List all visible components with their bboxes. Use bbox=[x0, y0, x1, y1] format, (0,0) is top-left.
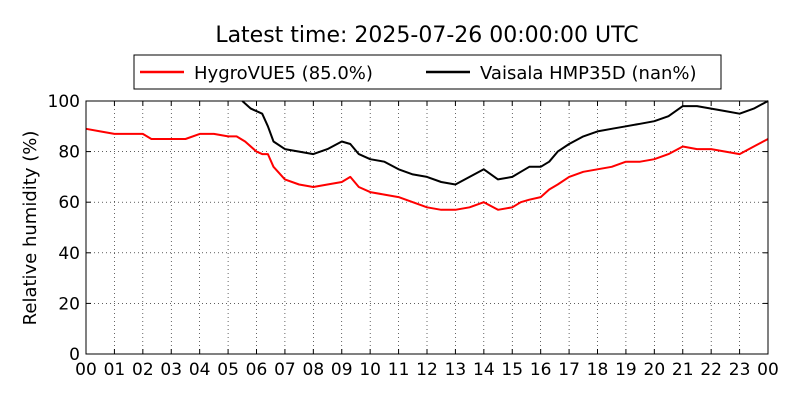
x-axis-tick-labels: 00 01 02 03 04 05 06 07 08 09 10 11 12 13 14 15 16 17 18 19… bbox=[75, 360, 779, 380]
series-line-hygrovue5 bbox=[85, 127, 769, 211]
legend-label-hygrovue5: HygroVUE5 (85.0%) bbox=[194, 63, 373, 84]
x-tick-label: 10 bbox=[359, 360, 381, 380]
x-tick-label: 23 bbox=[729, 360, 751, 380]
y-tick-label: 60 bbox=[58, 193, 80, 213]
series-line-vaisala bbox=[241, 100, 769, 186]
legend-label-vaisala: Vaisala HMP35D (nan%) bbox=[480, 63, 697, 84]
x-tick-label: 19 bbox=[615, 360, 637, 380]
x-tick-label: 22 bbox=[700, 360, 722, 380]
y-tick-label: 100 bbox=[48, 92, 80, 112]
chart-title: Latest time: 2025-07-26 00:00:00 UTC bbox=[215, 23, 638, 48]
x-tick-label: 08 bbox=[303, 360, 325, 380]
x-tick-label: 18 bbox=[587, 360, 609, 380]
x-tick-label: 14 bbox=[473, 360, 495, 380]
gridlines bbox=[86, 101, 768, 354]
x-tick-label: 02 bbox=[132, 360, 154, 380]
x-tick-label: 09 bbox=[331, 360, 353, 380]
y-tick-label: 80 bbox=[58, 143, 80, 163]
x-tick-label: 05 bbox=[217, 360, 239, 380]
x-tick-label: 16 bbox=[530, 360, 552, 380]
y-tick-label: 20 bbox=[58, 294, 80, 314]
x-tick-label: 06 bbox=[246, 360, 268, 380]
x-tick-label: 20 bbox=[644, 360, 666, 380]
y-tick-label: 40 bbox=[58, 244, 80, 264]
x-tick-label: 00 bbox=[75, 360, 97, 380]
x-tick-label: 21 bbox=[672, 360, 694, 380]
x-tick-label: 12 bbox=[416, 360, 438, 380]
x-tick-label: 17 bbox=[558, 360, 580, 380]
y-axis-label: Relative humidity (%) bbox=[20, 131, 41, 326]
legend: HygroVUE5 (85.0%) Vaisala HMP35D (nan%) bbox=[133, 54, 722, 90]
x-tick-label: 04 bbox=[189, 360, 211, 380]
x-tick-label: 13 bbox=[445, 360, 467, 380]
x-tick-label: 07 bbox=[274, 360, 296, 380]
y-axis-tick-labels: 0 20 40 60 80 100 bbox=[48, 92, 80, 365]
x-tick-label: 03 bbox=[160, 360, 182, 380]
y-tick-label: 0 bbox=[69, 345, 80, 365]
x-tick-label: 01 bbox=[104, 360, 126, 380]
x-tick-label: 00 bbox=[757, 360, 779, 380]
series-layer bbox=[85, 100, 769, 211]
x-tick-label: 15 bbox=[501, 360, 523, 380]
x-tick-label: 11 bbox=[388, 360, 410, 380]
axis-ticks bbox=[85, 100, 769, 355]
